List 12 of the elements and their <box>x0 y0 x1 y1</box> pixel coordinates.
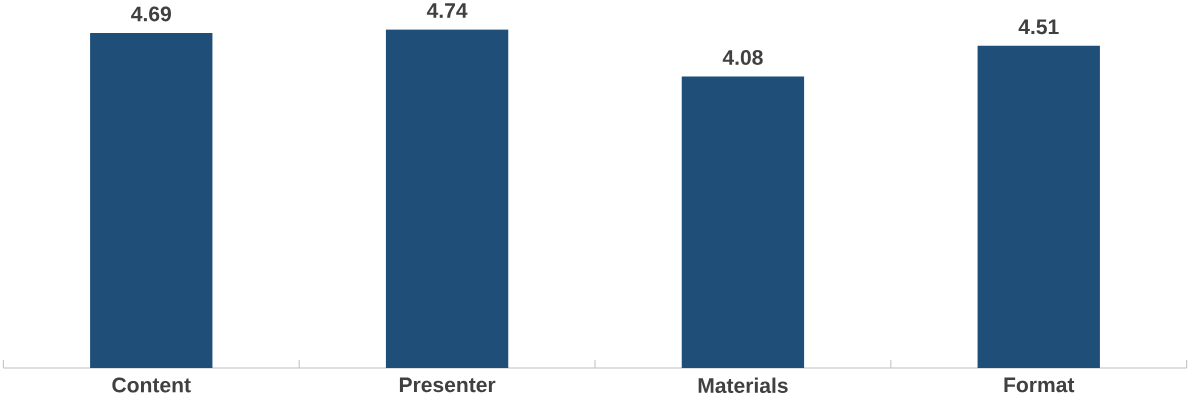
x-tick-label: Format <box>1004 377 1075 393</box>
data-label: 4.69 <box>131 6 171 22</box>
bar <box>90 32 213 368</box>
x-tick-label: Content <box>112 377 191 393</box>
data-label: 4.51 <box>1018 19 1059 35</box>
bar <box>681 76 805 368</box>
bar <box>977 45 1100 368</box>
x-tick-label: Presenter <box>399 377 496 393</box>
bar <box>385 29 509 368</box>
x-tick-label: Materials <box>698 377 788 393</box>
data-label: 4.74 <box>426 3 468 18</box>
data-label: 4.08 <box>722 49 763 65</box>
